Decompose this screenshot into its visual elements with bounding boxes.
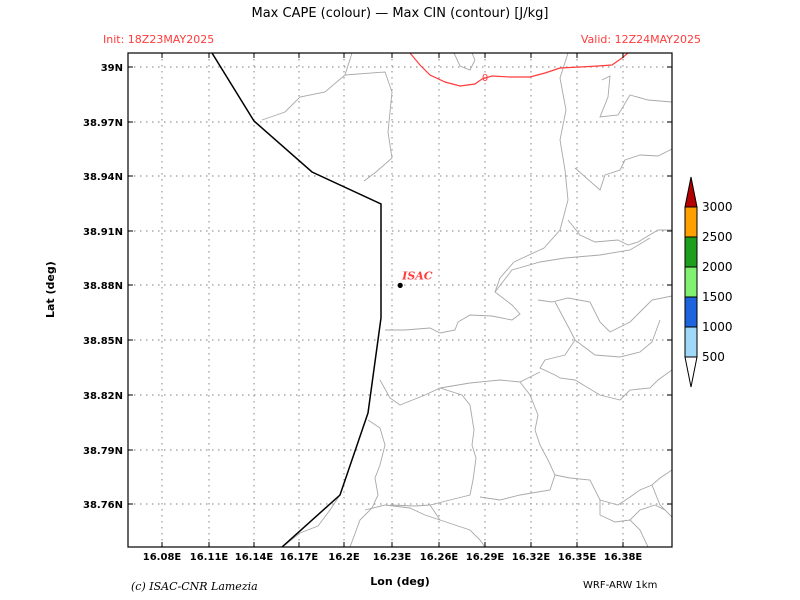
station-label: ISAC <box>401 269 433 282</box>
plot-frame <box>127 52 673 548</box>
y-tick-label: 38.79N <box>83 446 123 457</box>
colorbar-box <box>684 206 698 238</box>
x-tick-label: 16.32E <box>512 552 551 563</box>
x-tick-label: 16.08E <box>143 552 182 563</box>
colorbar-box <box>684 296 698 328</box>
coastline <box>211 53 382 547</box>
colorbar-label: 1000 <box>702 320 733 334</box>
model-label: WRF-ARW 1km <box>583 580 658 591</box>
map-title: Max CAPE (colour) — Max CIN (contour) [J… <box>251 6 549 21</box>
y-tick-label: 38.97N <box>83 118 123 129</box>
x-tick-label: 16.11E <box>190 552 229 563</box>
station-marker <box>397 282 403 288</box>
y-tick-label: 38.88N <box>83 281 123 292</box>
axis-ticks: 39N 38.97N 38.94N 38.91N 38.88N 38.85N 38.82N 3… <box>83 53 672 563</box>
x-tick-label: 16.29E <box>466 552 505 563</box>
y-tick-label: 38.82N <box>83 391 123 402</box>
colorbar-label: 2000 <box>702 260 733 274</box>
colorbar-min-triangle <box>684 356 698 388</box>
cin-contour <box>409 53 629 87</box>
x-tick-label: 16.23E <box>373 552 412 563</box>
x-tick-label: 16.26E <box>420 552 459 563</box>
colorbar-box <box>684 236 698 268</box>
y-tick-label: 38.91N <box>83 227 123 238</box>
x-axis-label: Lon (deg) <box>370 575 430 588</box>
colorbar-label: 2500 <box>702 230 733 244</box>
x-tick-label: 16.14E <box>235 552 274 563</box>
colorbar-label: 1500 <box>702 290 733 304</box>
colorbar-box <box>684 326 698 358</box>
colorbar-label: 500 <box>702 350 725 364</box>
colorbar-max-triangle <box>684 176 698 208</box>
boundary-lines <box>261 53 672 547</box>
y-tick-label: 38.94N <box>83 172 123 183</box>
x-tick-label: 16.35E <box>558 552 597 563</box>
valid-time: Valid: 12Z24MAY2025 <box>580 33 701 46</box>
x-tick-label: 16.17E <box>280 552 319 563</box>
y-tick-label: 38.76N <box>83 500 123 511</box>
contour-label: 0 <box>482 73 488 84</box>
x-tick-label: 16.2E <box>328 552 360 563</box>
y-tick-label: 38.85N <box>83 336 123 347</box>
colorbar: 500 1000 1500 2000 2500 3000 <box>684 176 733 388</box>
colorbar-label: 3000 <box>702 200 733 214</box>
init-time: Init: 18Z23MAY2025 <box>103 33 215 46</box>
x-tick-label: 16.38E <box>604 552 643 563</box>
credit-text: (c) ISAC-CNR Lamezia <box>131 580 258 593</box>
colorbar-box <box>684 266 698 298</box>
y-tick-label: 39N <box>101 63 123 74</box>
gridlines <box>128 53 672 547</box>
